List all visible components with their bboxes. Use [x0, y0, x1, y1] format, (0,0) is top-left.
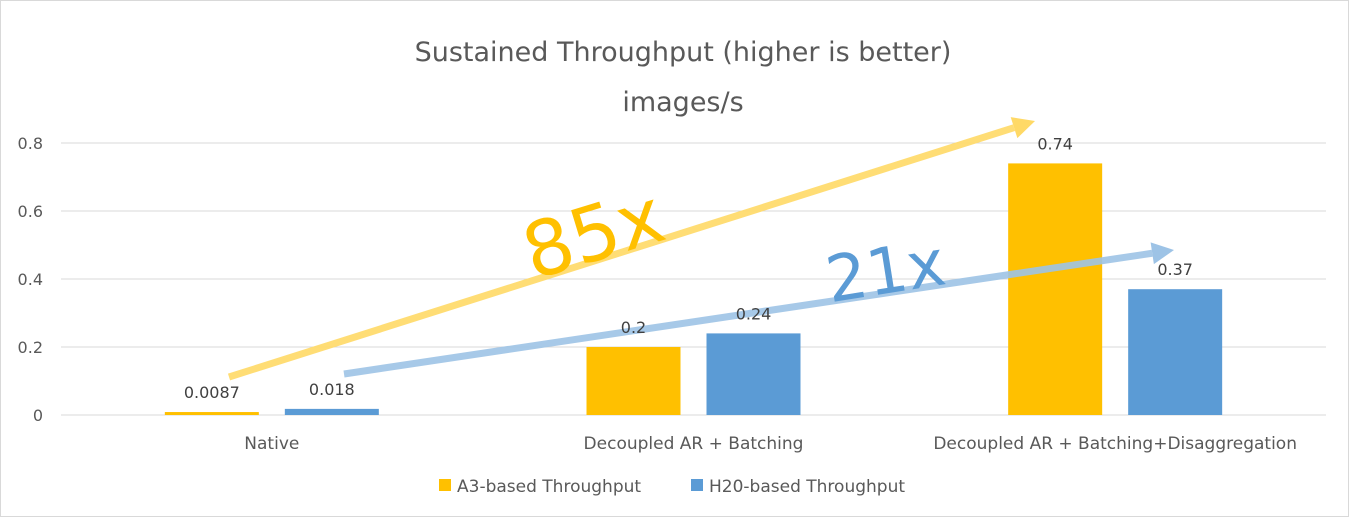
bar [284, 408, 379, 415]
x-category-label: Native [244, 434, 299, 454]
y-tick-label: 0.2 [18, 338, 43, 357]
data-label: 0.24 [736, 304, 772, 323]
data-labels: 0.0087 0.018 0.2 0.24 0.74 0.37 [184, 134, 1193, 402]
growth-arrow-head [1150, 242, 1174, 265]
legend-label: H20-based Throughput [709, 477, 905, 497]
bar [706, 333, 801, 415]
bar [1128, 289, 1223, 415]
x-category-label: Decoupled AR + Batching [584, 434, 804, 454]
data-label: 0.2 [621, 318, 646, 337]
growth-arrow-shaft [227, 124, 1016, 381]
growth-arrow-shaft [343, 249, 1153, 378]
data-label: 0.018 [309, 380, 355, 399]
y-axis-ticks: 0 0.2 0.4 0.6 0.8 [18, 134, 43, 425]
legend: A3-based Throughput H20-based Throughput [439, 477, 905, 497]
data-label: 0.0087 [184, 383, 240, 402]
chart-subtitle: images/s [622, 87, 743, 118]
legend-label: A3-based Throughput [457, 477, 641, 497]
bar [164, 412, 259, 415]
legend-swatch [691, 479, 703, 491]
growth-multiplier-label: 85x [512, 170, 674, 297]
legend-swatch [439, 479, 451, 491]
x-axis-labels: Native Decoupled AR + Batching Decoupled A… [244, 434, 1297, 454]
bars [164, 163, 1223, 415]
y-tick-label: 0 [33, 406, 43, 425]
x-category-label: Decoupled AR + Batching+Disaggregation [933, 434, 1297, 454]
y-tick-label: 0.6 [18, 202, 43, 221]
growth-multiplier-label: 21x [821, 226, 950, 318]
data-label: 0.37 [1157, 260, 1193, 279]
y-tick-label: 0.4 [18, 270, 43, 289]
chart-title: Sustained Throughput (higher is better) [415, 37, 952, 68]
gridlines [61, 142, 1326, 416]
bar [586, 347, 681, 415]
growth-arrow-head [1010, 117, 1035, 139]
y-tick-label: 0.8 [18, 134, 43, 153]
data-label: 0.74 [1037, 134, 1073, 153]
bar [1008, 163, 1103, 415]
